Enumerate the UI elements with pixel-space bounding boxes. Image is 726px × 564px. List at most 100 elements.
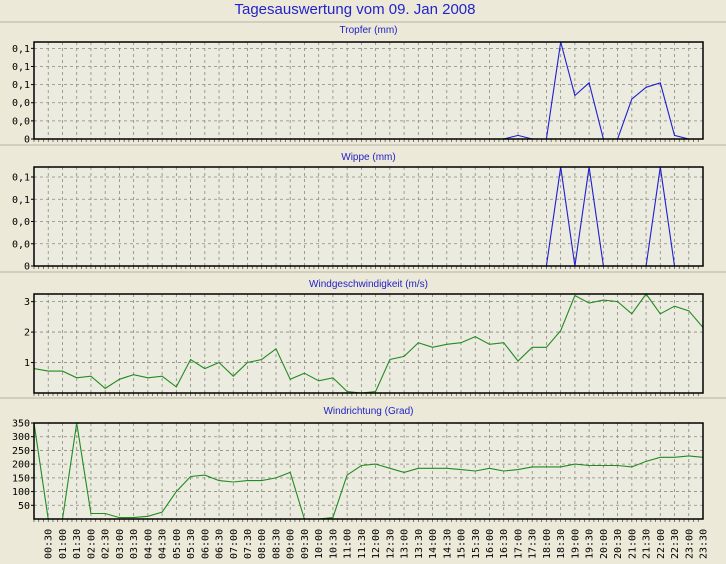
y-tick-label: 0,1: [12, 173, 30, 184]
data-point: [190, 476, 191, 477]
data-point: [418, 468, 419, 469]
data-point: [460, 342, 461, 343]
x-tick-label: 14:00: [428, 529, 439, 559]
x-tick-label: 05:30: [186, 529, 197, 559]
data-point: [261, 480, 262, 481]
data-point: [403, 356, 404, 357]
data-point: [660, 313, 661, 314]
data-point: [489, 468, 490, 469]
data-point: [389, 359, 390, 360]
data-point: [603, 465, 604, 466]
x-tick-label: 13:30: [414, 529, 425, 559]
x-tick-label: 04:30: [158, 529, 169, 559]
data-point: [133, 517, 134, 518]
data-point: [432, 347, 433, 348]
chart-title: Windrichtung (Grad): [323, 406, 413, 417]
data-point: [233, 376, 234, 377]
x-tick-label: 16:30: [499, 529, 510, 559]
data-point: [617, 301, 618, 302]
y-tick-label: 0: [24, 135, 30, 146]
x-tick-label: 12:00: [371, 529, 382, 559]
data-point: [332, 517, 333, 518]
plot-frame: [33, 166, 704, 267]
x-tick-label: 22:30: [670, 529, 681, 559]
data-point: [105, 388, 106, 389]
x-tick-label: 03:00: [115, 529, 126, 559]
x-tick-label: 13:00: [400, 529, 411, 559]
data-point: [517, 469, 518, 470]
x-tick-label: 01:00: [58, 529, 69, 559]
data-point: [589, 303, 590, 304]
data-point: [375, 464, 376, 465]
data-point: [503, 342, 504, 343]
data-point: [432, 468, 433, 469]
data-point: [204, 368, 205, 369]
data-point: [674, 306, 675, 307]
data-point: [418, 342, 419, 343]
data-point: [660, 457, 661, 458]
data-point: [275, 348, 276, 349]
data-point: [688, 455, 689, 456]
data-point: [560, 466, 561, 467]
x-tick-label: 05:00: [172, 529, 183, 559]
y-tick-label: 350: [12, 419, 30, 430]
x-tick-label: 09:00: [286, 529, 297, 559]
y-tick-label: 100: [12, 487, 30, 498]
data-point: [304, 373, 305, 374]
data-point: [105, 513, 106, 514]
data-point: [475, 336, 476, 337]
data-point: [546, 347, 547, 348]
data-point: [589, 465, 590, 466]
x-tick-label: 08:30: [271, 529, 282, 559]
data-point: [574, 95, 575, 96]
y-tick-label: 0,1: [12, 62, 30, 73]
data-point: [617, 465, 618, 466]
data-point: [261, 359, 262, 360]
chart-panel: Wippe (mm) 0 0,0 0,0 0,1 0,1: [0, 152, 726, 273]
data-point: [489, 344, 490, 345]
report-title: Tagesauswertung vom 09. Jan 2008: [235, 1, 476, 18]
data-point: [517, 360, 518, 361]
data-point: [645, 87, 646, 88]
chart-title: Windgeschwindigkeit (m/s): [309, 279, 428, 290]
x-tick-label: 17:00: [513, 529, 524, 559]
x-tick-label: 17:30: [528, 529, 539, 559]
data-point: [347, 475, 348, 476]
data-point: [204, 475, 205, 476]
chart-panel: Tropfer (mm) 0 0,0 0,0 0,1 0,1 0,1: [0, 25, 726, 146]
x-tick-label: 02:00: [86, 529, 97, 559]
x-tick-label: 18:00: [542, 529, 553, 559]
chart-title: Tropfer (mm): [340, 25, 398, 36]
x-tick-label: 15:00: [457, 529, 468, 559]
y-tick-label: 150: [12, 473, 30, 484]
data-point: [631, 99, 632, 100]
data-point: [162, 512, 163, 513]
data-point: [674, 457, 675, 458]
y-tick-label: 0,0: [12, 98, 30, 109]
data-point: [375, 391, 376, 392]
data-point: [247, 362, 248, 363]
data-point: [645, 461, 646, 462]
x-tick-label: 14:30: [442, 529, 453, 559]
y-tick-label: 0: [24, 262, 30, 273]
plot-frame: [33, 293, 704, 394]
y-tick-label: 2: [24, 328, 30, 339]
y-tick-label: 0,0: [12, 116, 30, 127]
data-point: [190, 359, 191, 360]
x-tick-label: 11:00: [343, 529, 354, 559]
x-tick-label: 23:30: [699, 529, 710, 559]
data-point: [275, 477, 276, 478]
y-tick-label: 250: [12, 446, 30, 457]
x-tick-label: 06:00: [200, 529, 211, 559]
data-point: [674, 135, 675, 136]
chart-panel: Windrichtung (Grad) 50 100 150 200 250 300 350 0…: [12, 406, 710, 559]
data-point: [290, 472, 291, 473]
data-point: [361, 465, 362, 466]
x-tick-label: 10:30: [328, 529, 339, 559]
data-point: [48, 370, 49, 371]
plot-area: [34, 42, 703, 139]
y-tick-label: 3: [24, 297, 30, 308]
data-point: [218, 362, 219, 363]
data-point: [603, 299, 604, 300]
y-tick-label: 1: [24, 358, 30, 369]
